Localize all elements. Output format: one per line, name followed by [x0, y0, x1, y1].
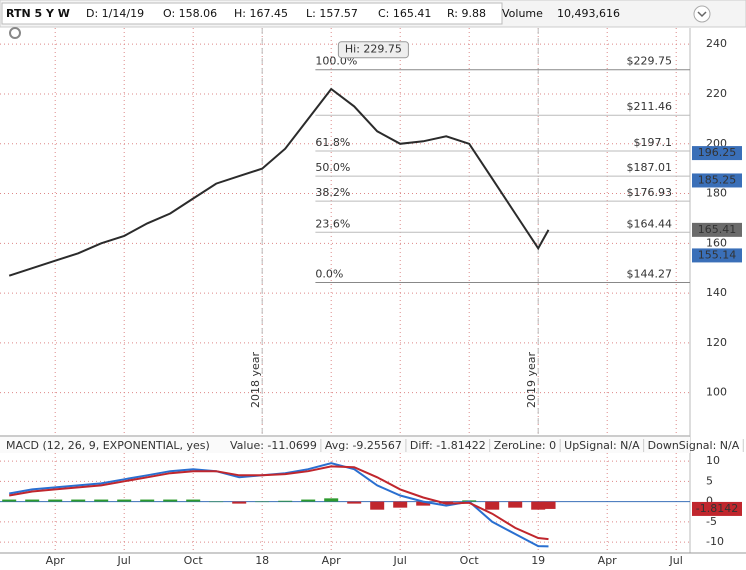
- diff-bar: [209, 501, 224, 503]
- diff-tag: [692, 501, 742, 516]
- header-box: [1, 2, 503, 25]
- high: H: 167.45: [234, 7, 288, 20]
- macd-stat: ZeroLine: 0: [494, 439, 556, 452]
- x-tick-label: Apr: [322, 554, 342, 567]
- diff-bar: [140, 499, 155, 502]
- diff-bar: [232, 501, 247, 504]
- fib-price: $187.01: [627, 161, 673, 174]
- macd-stat: DownSignal: N/A: [648, 439, 740, 452]
- x-tick-label: Oct: [184, 554, 204, 567]
- macd-title: MACD (12, 26, 9, EXPONENTIAL, yes): [6, 439, 210, 452]
- diff-bar: [393, 501, 408, 508]
- y-tick-label: 10: [706, 454, 720, 467]
- open: O: 158.06: [163, 7, 217, 20]
- diff-bar: [48, 499, 63, 502]
- range: R: 9.88: [447, 7, 486, 20]
- year-label: 2018 year: [249, 352, 262, 409]
- volume: 10,493,616: [557, 7, 620, 20]
- fib-price: $211.46: [627, 100, 673, 113]
- diff-bar: [186, 499, 201, 502]
- diff-bar: [71, 499, 86, 502]
- fib-price: $176.93: [627, 186, 673, 199]
- hi-tag: Hi: 229.75: [345, 43, 402, 56]
- macd-title-bar: [0, 437, 690, 453]
- fib-percent: 0.0%: [315, 267, 343, 280]
- y-tick-label: 240: [706, 37, 727, 50]
- year-label: 2019 year: [525, 352, 538, 409]
- price-tag: [692, 173, 742, 188]
- hi-tag-box: [337, 41, 409, 59]
- fib-price: $144.27: [627, 267, 673, 280]
- macd-line: [9, 465, 549, 541]
- y-tick-label: 220: [706, 87, 727, 100]
- price-tag-label: 185.25: [698, 173, 737, 186]
- y-tick-label: 180: [706, 187, 727, 200]
- y-tick-label: 140: [706, 286, 727, 299]
- y-tick-label: 5: [706, 474, 713, 487]
- diff-bar: [370, 501, 385, 510]
- diff-bar: [508, 501, 523, 508]
- price-tag-label: 196.25: [698, 146, 737, 159]
- diff-bar: [324, 498, 339, 502]
- y-tick-label: -10: [706, 535, 724, 548]
- diff-bar: [301, 499, 316, 502]
- diff-bar: [2, 499, 17, 502]
- diff-tag-label: -1.8142: [696, 502, 738, 515]
- macd-stat: UpSignal: N/A: [564, 439, 640, 452]
- x-tick-label: Apr: [46, 554, 66, 567]
- price-tag: [692, 248, 742, 263]
- low: L: 157.57: [306, 7, 358, 20]
- y-tick-label: 0: [706, 495, 713, 508]
- fib-price: $197.1: [634, 136, 673, 149]
- diff-bar: [117, 499, 132, 502]
- diff-bar: [94, 499, 109, 502]
- fib-percent: 50.0%: [315, 161, 350, 174]
- x-tick-label: Apr: [598, 554, 618, 567]
- price-line: [8, 87, 550, 277]
- macd-stat: Diff: -1.81422: [410, 439, 486, 452]
- diff-bar: [25, 499, 40, 502]
- macd-stat: Avg: -9.25567: [325, 439, 402, 452]
- close: C: 165.41: [378, 7, 431, 20]
- diff-bar: [541, 501, 556, 509]
- x-tick-label: 19: [531, 554, 545, 567]
- macd-stat: Value: -11.0699: [230, 439, 317, 452]
- fib-percent: 61.8%: [315, 136, 350, 149]
- y-tick-label: 100: [706, 386, 727, 399]
- settings-icon[interactable]: [9, 27, 21, 39]
- diff-bar: [531, 501, 546, 510]
- y-tick-label: 160: [706, 236, 727, 249]
- price-tag-label: 155.14: [698, 248, 737, 261]
- price-tag: [692, 146, 742, 161]
- price-tag: [692, 222, 742, 237]
- price-tag-label: 165.41: [698, 223, 737, 236]
- diff-bar: [347, 501, 362, 504]
- symbol: RTN 5 Y W: [6, 7, 70, 20]
- fib-percent: 23.6%: [315, 217, 350, 230]
- x-tick-label: 18: [255, 554, 269, 567]
- expand-button[interactable]: [693, 5, 711, 23]
- diff-bar: [278, 500, 293, 502]
- fib-price: $229.75: [627, 55, 673, 68]
- fib-percent: 38.2%: [315, 186, 350, 199]
- y-tick-label: 120: [706, 336, 727, 349]
- diff-bar: [485, 501, 500, 510]
- x-tick-label: Jul: [117, 554, 131, 567]
- x-tick-label: Jul: [393, 554, 407, 567]
- y-tick-label: -5: [706, 515, 717, 528]
- date: D: 1/14/19: [86, 7, 144, 20]
- diff-bar: [163, 499, 178, 502]
- x-tick-label: Oct: [460, 554, 480, 567]
- diff-bar: [416, 501, 431, 506]
- x-tick-label: Jul: [669, 554, 683, 567]
- diff-bar: [255, 501, 270, 503]
- volume-label: Volume: [502, 7, 543, 20]
- fib-price: $164.44: [627, 217, 673, 230]
